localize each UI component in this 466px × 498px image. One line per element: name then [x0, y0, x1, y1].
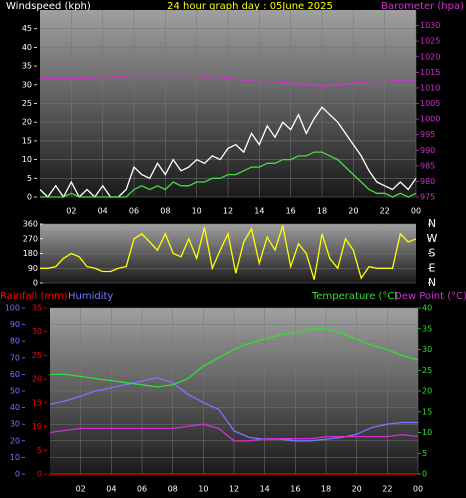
y3-tick-label: 25 — [32, 351, 42, 360]
y-tick-label: 80 — [10, 337, 20, 346]
x-tick-label: 06 — [137, 485, 147, 494]
y-tick-label: 360 — [23, 220, 38, 229]
y2-tick-label: 985 — [420, 161, 435, 170]
y2-tick-label: E — [429, 261, 436, 274]
x-tick-label: 18 — [321, 485, 331, 494]
y2-tick-label: 10 — [422, 428, 432, 437]
x-tick-label: 12 — [223, 207, 233, 216]
y2-tick-label: 30 — [422, 345, 432, 354]
y3-tick-label: 10 — [32, 422, 42, 431]
series-line — [39, 106, 417, 199]
x-tick-label: 04 — [106, 485, 116, 494]
y2-tick-label: 20 — [422, 387, 432, 396]
y2-tick-label: 1000 — [420, 115, 440, 124]
y-tick-label: 40 — [10, 403, 20, 412]
y-tick-label: 90 — [28, 264, 38, 273]
y2-tick-label: 995 — [420, 130, 435, 139]
y-tick-label: 70 — [10, 353, 20, 362]
x-tick-label: 20 — [348, 207, 358, 216]
y-tick-label: 40 — [22, 43, 32, 52]
legend-humidity: Humidity — [68, 291, 113, 302]
y-tick-label: 5 — [27, 174, 32, 183]
y3-tick-label: 5 — [37, 446, 42, 455]
y-tick-label: 45 — [22, 24, 32, 33]
x-tick-label: 18 — [317, 207, 327, 216]
y-tick-label: 20 — [22, 118, 32, 127]
y2-tick-label: 25 — [422, 366, 432, 375]
y-tick-label: 20 — [10, 436, 20, 445]
y2-tick-label: 1015 — [420, 68, 440, 77]
y-tick-label: 10 — [10, 453, 20, 462]
y2-tick-label: 1010 — [420, 83, 440, 92]
y-tick-label: 0 — [15, 470, 20, 479]
y3-tick-label: 15 — [32, 398, 42, 407]
y2-tick-label: 1005 — [420, 99, 440, 108]
x-tick-label: 22 — [382, 485, 392, 494]
x-tick-label: 08 — [160, 207, 170, 216]
y2-tick-label: 15 — [422, 407, 432, 416]
y-tick-label: 50 — [10, 387, 20, 396]
y-tick-label: 270 — [23, 234, 38, 243]
series-line — [49, 423, 419, 442]
x-tick-label: 14 — [260, 485, 270, 494]
x-tick-label: 16 — [290, 485, 300, 494]
x-tick-label: 12 — [229, 485, 239, 494]
y2-tick-label: 1020 — [420, 52, 440, 61]
x-tick-label: 22 — [380, 207, 390, 216]
y3-tick-label: 0 — [37, 470, 42, 479]
y3-tick-label: 20 — [32, 375, 42, 384]
y-axis-label: Windspeed (kph) — [6, 1, 91, 12]
x-tick-label: 00 — [411, 207, 421, 216]
y2-tick-label: N — [428, 276, 436, 289]
x-tick-label: 00 — [413, 485, 423, 494]
y-tick-label: 10 — [22, 155, 32, 164]
y-tick-label: 35 — [22, 62, 32, 71]
y2-tick-label: N — [428, 217, 436, 230]
x-tick-label: 06 — [129, 207, 139, 216]
legend-dew-point: Dew Point (°C) — [394, 291, 466, 302]
y3-tick-label: 35 — [32, 304, 42, 313]
series-line — [50, 328, 419, 388]
series-line — [40, 225, 417, 280]
legend-temperature: Temperature (°C) — [311, 291, 398, 302]
y2-axis-label: Barometer (hpa) — [381, 1, 464, 12]
y2-tick-label: 0 — [422, 470, 427, 479]
y-tick-label: 30 — [22, 80, 32, 89]
y2-tick-label: 980 — [420, 177, 435, 186]
y-tick-label: 25 — [22, 99, 32, 108]
y2-tick-label: 1030 — [420, 21, 440, 30]
x-tick-label: 02 — [66, 207, 76, 216]
series-line — [40, 74, 416, 88]
x-tick-label: 04 — [98, 207, 108, 216]
x-tick-label: 08 — [168, 485, 178, 494]
y2-tick-label: S — [429, 247, 436, 260]
y-tick-label: 0 — [27, 193, 32, 202]
x-tick-label: 02 — [76, 485, 86, 494]
y-tick-label: 15 — [22, 136, 32, 145]
x-tick-label: 16 — [286, 207, 296, 216]
y2-tick-label: W — [427, 232, 438, 245]
x-tick-label: 10 — [192, 207, 202, 216]
legend-rainfall: Rainfall (mm) — [0, 291, 68, 302]
series-line — [40, 151, 417, 198]
x-tick-label: 10 — [198, 485, 208, 494]
y2-tick-label: 975 — [420, 193, 435, 202]
y-tick-label: 60 — [10, 370, 20, 379]
series-line — [49, 377, 418, 442]
x-tick-label: 20 — [352, 485, 362, 494]
y2-tick-label: 35 — [422, 324, 432, 333]
y-tick-label: 100 — [5, 304, 20, 313]
y-tick-label: 90 — [10, 320, 20, 329]
y2-tick-label: 1025 — [420, 37, 440, 46]
y-tick-label: 30 — [10, 420, 20, 429]
y2-tick-label: 5 — [422, 449, 427, 458]
y3-tick-label: 30 — [32, 327, 42, 336]
y2-tick-label: 40 — [422, 304, 432, 313]
y-tick-label: 180 — [23, 249, 38, 258]
y-tick-label: 0 — [33, 279, 38, 288]
chart-title: 24 hour graph day : 05June 2025 — [167, 1, 333, 12]
x-tick-label: 14 — [254, 207, 264, 216]
y2-tick-label: 990 — [420, 146, 435, 155]
